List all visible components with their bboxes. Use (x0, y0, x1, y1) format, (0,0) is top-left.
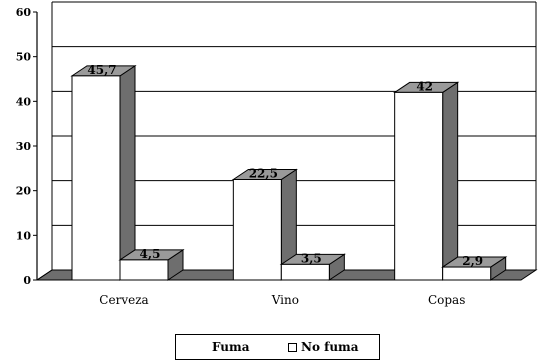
data-label-1-1: 3,5 (301, 251, 322, 265)
bar-2-1 (442, 266, 492, 281)
data-label-1-0: 22,5 (249, 167, 278, 181)
y-tick-label-5: 50 (16, 51, 32, 64)
y-tick-label-0: 0 (23, 274, 31, 287)
bar-side-2-0 (442, 81, 459, 281)
bar-0-1 (119, 259, 169, 281)
y-tick-label-4: 40 (16, 95, 32, 108)
bar-1-0 (232, 179, 282, 281)
y-axis-depth (36, 269, 53, 281)
y-tick-label-6: 60 (16, 6, 32, 19)
legend-swatch-no-fuma (288, 343, 297, 352)
bar-1-1 (280, 263, 330, 281)
y-tick-label-2: 20 (16, 185, 32, 198)
bar-0-0 (71, 75, 121, 281)
data-label-2-0: 42 (416, 79, 433, 93)
legend-label-no-fuma: No fuma (301, 340, 359, 354)
x-tick-label-1: Vino (271, 293, 299, 307)
data-label-2-1: 2,9 (462, 254, 483, 268)
bar-2-0 (394, 91, 444, 281)
data-label-0-0: 45,7 (87, 63, 116, 77)
legend-label-fuma: Fuma (212, 340, 250, 354)
y-tick-label-1: 10 (16, 229, 32, 242)
x-tick-label-0: Cerveza (99, 293, 148, 307)
legend: Fuma No fuma (175, 334, 380, 360)
bar-chart: 0 10 20 30 40 50 60 45,7 4,5 Cerveza 22,5 3,5 Vino 42… (16, 1, 538, 307)
bar-side-0-0 (119, 64, 136, 281)
legend-item-fuma: Fuma (212, 340, 250, 354)
legend-item-no-fuma: No fuma (288, 340, 359, 354)
x-tick-label-2: Copas (428, 293, 465, 307)
data-label-0-1: 4,5 (140, 247, 161, 261)
y-tick-label-3: 30 (16, 140, 32, 153)
